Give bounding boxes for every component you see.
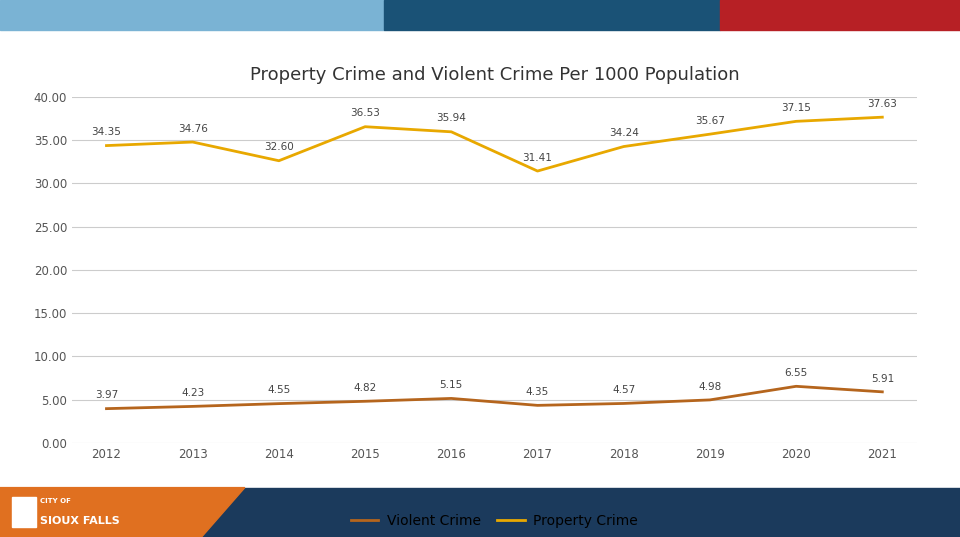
Text: 32.60: 32.60 (264, 142, 294, 153)
Text: 36.53: 36.53 (350, 108, 380, 118)
Text: 5.15: 5.15 (440, 380, 463, 390)
Text: 34.76: 34.76 (178, 124, 207, 134)
Text: 3.97: 3.97 (95, 390, 118, 400)
Bar (12, 497, 36, 527)
Legend: Violent Crime, Property Crime: Violent Crime, Property Crime (345, 508, 644, 533)
Bar (384, 0, 720, 30)
Text: 35.94: 35.94 (437, 113, 467, 124)
Bar (0, 0, 384, 30)
Text: SIOUX FALLS: SIOUX FALLS (40, 516, 120, 526)
Text: 4.82: 4.82 (353, 383, 376, 393)
Text: 37.63: 37.63 (868, 99, 898, 109)
Text: 4.23: 4.23 (181, 388, 204, 398)
Title: Property Crime and Violent Crime Per 1000 Population: Property Crime and Violent Crime Per 100… (250, 66, 739, 84)
Text: 4.98: 4.98 (698, 382, 722, 391)
Text: 37.15: 37.15 (781, 103, 811, 113)
Text: 4.55: 4.55 (267, 385, 291, 395)
Text: 34.24: 34.24 (609, 128, 638, 138)
Text: 35.67: 35.67 (695, 116, 725, 126)
Text: 31.41: 31.41 (522, 153, 552, 163)
Text: 5.91: 5.91 (871, 374, 894, 383)
Text: CITY OF: CITY OF (40, 498, 71, 504)
Bar (720, 0, 960, 30)
Text: 6.55: 6.55 (784, 368, 807, 378)
Polygon shape (0, 488, 245, 537)
Text: 34.35: 34.35 (91, 127, 121, 137)
Text: 4.57: 4.57 (612, 385, 636, 395)
Text: 4.35: 4.35 (526, 387, 549, 397)
